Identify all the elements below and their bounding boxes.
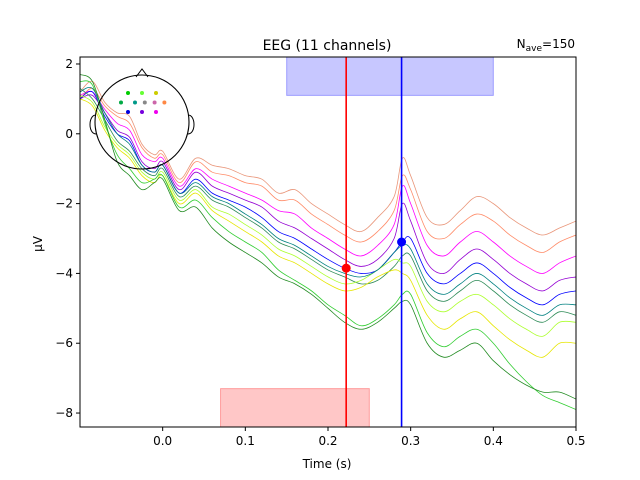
x-tick-label-5: 0.5 [566,434,585,448]
sensor-dot-2 [154,91,158,95]
y-tick-label-4: −6 [55,336,73,350]
series-lines [80,74,576,410]
series-line-10 [80,87,576,316]
y-axis-label: µV [31,235,45,252]
peak-marker-0 [341,263,351,273]
series-line-3 [80,94,576,292]
peak-markers [341,237,407,273]
x-tick-label-4: 0.4 [484,434,503,448]
x-tick-label-3: 0.3 [401,434,420,448]
sensor-dot-6 [152,100,157,105]
x-tick-label-1: 0.1 [236,434,255,448]
series-line-0 [80,80,576,236]
sensor-dot-9 [140,110,144,114]
x-tick-label-2: 0.2 [318,434,337,448]
y-tick-label-0: 2 [65,57,73,71]
x-axis-label: Time (s) [302,457,352,471]
series-line-1 [80,88,576,253]
sensor-dot-8 [126,110,130,114]
highlight-span-1 [220,388,370,428]
sensor-dot-5 [142,100,147,105]
series-line-5 [80,88,576,323]
y-tick-label-5: −8 [55,406,73,420]
sensor-dot-4 [133,100,137,105]
x-tick-label-0: 0.0 [153,434,172,448]
series-line-7 [80,98,576,358]
highlight-spans [220,56,494,428]
sensor-head-map [89,68,195,170]
peak-marker-1 [397,237,407,247]
sensor-dot-7 [162,100,167,105]
head-ear-right [187,114,195,135]
series-line-9 [80,74,576,400]
head-nose [135,68,149,78]
sensor-dot-3 [119,100,123,105]
y-tick-label-3: −4 [55,266,73,280]
series-line-8 [80,80,576,410]
head-outline [94,74,190,170]
ticks: 0.0 0.1 0.2 0.3 0.4 0.5 2 0 −2 −4 −6 −8 [55,57,585,448]
sensor-dot-0 [126,91,130,95]
head-ear-left [89,114,97,135]
marker-vertical-lines [345,57,403,427]
nave-prefix: N [517,37,526,51]
y-tick-label-2: −2 [55,197,73,211]
nave-label: Nave=150 [517,37,575,54]
sensor-dot-10 [154,110,158,114]
nave-subscript: ave [526,44,543,54]
sensor-dot-1 [140,91,144,95]
y-tick-label-1: 0 [65,127,73,141]
series-line-2 [80,90,576,274]
nave-value: =150 [542,37,575,51]
series-line-6 [80,95,576,337]
highlight-span-0 [286,56,494,96]
chart-title: EEG (11 channels) [263,38,392,54]
